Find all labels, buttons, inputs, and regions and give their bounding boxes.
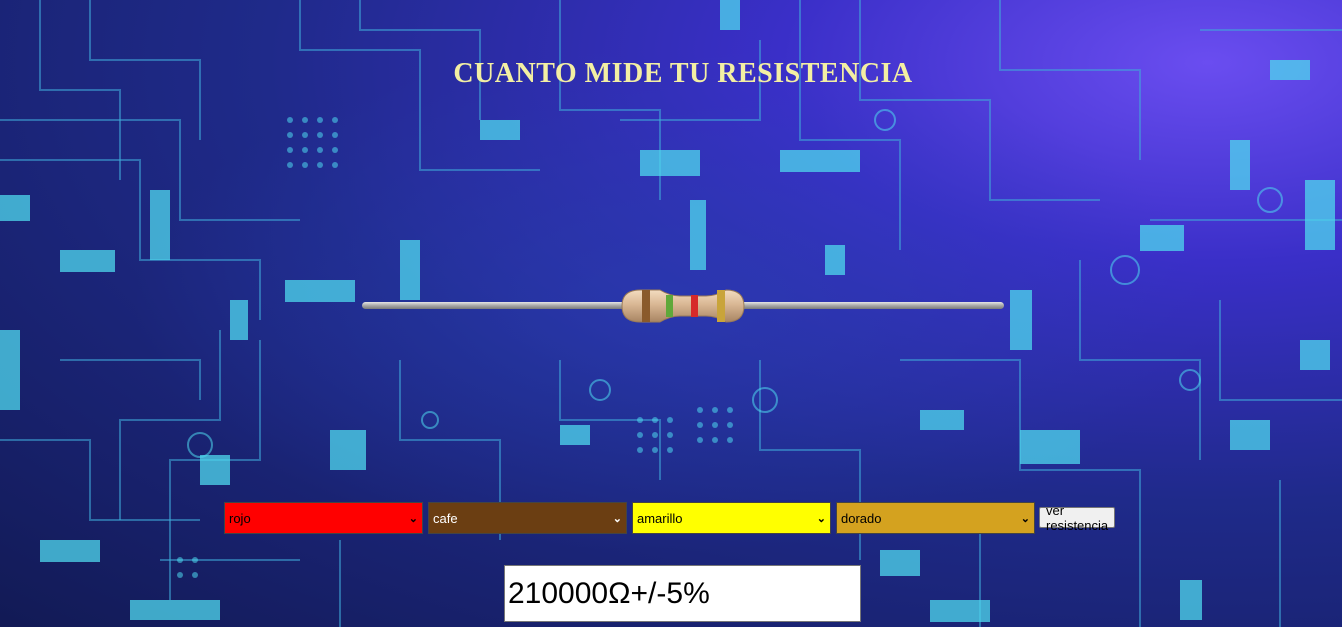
band3-select-value: amarillo [637, 510, 683, 526]
band2-select-value: cafe [433, 510, 458, 526]
calculate-button[interactable]: ver resistencia [1039, 503, 1116, 533]
resistor-image [362, 289, 1004, 323]
band3-select[interactable]: amarillo ⌄ [632, 502, 831, 534]
tolerance-select-value: dorado [841, 510, 882, 526]
resistor-band-3 [691, 295, 698, 317]
chevron-down-icon: ⌄ [408, 512, 418, 525]
chevron-down-icon: ⌄ [1020, 512, 1030, 525]
resistor-band-1 [642, 290, 650, 322]
resistor-band-2 [666, 295, 673, 317]
band2-select[interactable]: cafe ⌄ [428, 502, 627, 534]
tolerance-select[interactable]: dorado ⌄ [836, 502, 1035, 534]
resistor-band-4 [717, 290, 725, 322]
band1-select-value: rojo [229, 510, 251, 526]
page-title: CUANTO MIDE TU RESISTENCIA [453, 58, 913, 89]
result-output[interactable]: 210000Ω+/-5% [504, 565, 861, 622]
chevron-down-icon: ⌄ [816, 512, 826, 525]
chevron-down-icon: ⌄ [612, 512, 622, 525]
band1-select[interactable]: rojo ⌄ [224, 502, 423, 534]
